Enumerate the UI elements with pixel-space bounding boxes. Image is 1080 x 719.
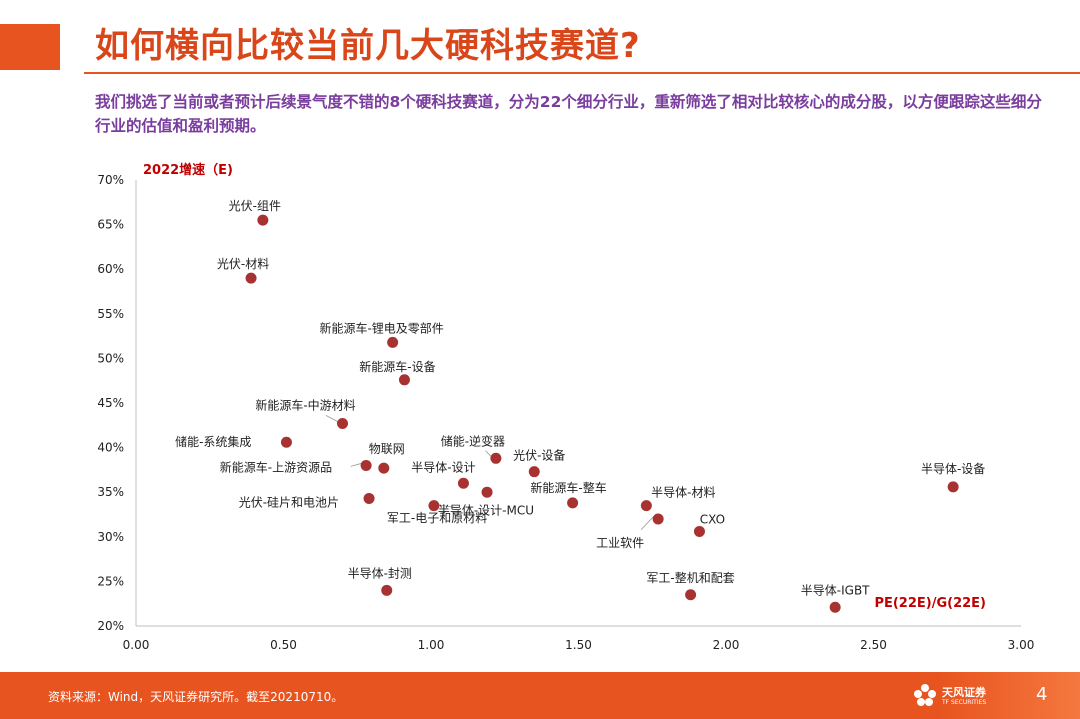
y-tick-label: 70% (97, 173, 124, 187)
y-tick-label: 60% (97, 262, 124, 276)
data-point-label: 新能源车-整车 (530, 480, 606, 495)
y-tick-label: 45% (97, 396, 124, 410)
label-leader-line (640, 516, 654, 531)
data-point (947, 481, 959, 493)
data-point (652, 513, 664, 525)
data-point (490, 452, 502, 464)
label-leader-line (350, 463, 362, 467)
x-tick-label: 3.00 (1008, 638, 1035, 652)
data-point-label: CXO (700, 512, 725, 526)
data-point-label: 光伏-材料 (217, 257, 269, 271)
y-tick-label: 50% (97, 351, 124, 365)
data-point (363, 492, 375, 504)
data-point-label: 军工-整机和配套 (646, 570, 734, 585)
scatter-chart: 20% 25% 30% 35% 40% 45% 50% 55% 60% 65% 70% 0.00 0.5… (97, 162, 1035, 652)
page-number: 4 (1036, 684, 1048, 705)
title-bar: 如何横向比较当前几大硬科技赛道? (0, 0, 1080, 80)
x-tick-label: 1.50 (565, 638, 592, 652)
source-note: 资料来源：Wind，天风证券研究所。截至20210710。 (48, 690, 344, 704)
data-point (567, 497, 579, 509)
data-point (528, 466, 540, 478)
logo-text: 天风证券 (942, 686, 986, 699)
data-point-label: 新能源车-锂电及零部件 (319, 320, 443, 335)
data-point (685, 589, 697, 601)
y-tick-label: 40% (97, 441, 124, 455)
data-point-label: 工业软件 (596, 536, 644, 550)
data-point (829, 601, 841, 613)
data-point-label: 半导体-IGBT (801, 583, 870, 597)
data-point (481, 486, 493, 498)
data-point-label: 光伏-设备 (513, 449, 565, 463)
data-point (428, 500, 440, 512)
data-point (640, 500, 652, 512)
data-point-label: 军工-电子和原材料 (387, 511, 487, 525)
x-axis-title: PE(22E)/G(22E) (874, 596, 986, 611)
page-subtitle: 我们挑选了当前或者预计后续景气度不错的8个硬科技赛道，分为22个细分行业，重新筛… (95, 93, 1042, 135)
x-tick-label: 0.50 (270, 638, 297, 652)
data-point (337, 418, 348, 430)
data-point-label: 储能-逆变器 (441, 433, 505, 448)
y-tick-label: 25% (97, 574, 124, 588)
data-point (387, 336, 399, 348)
page-title: 如何横向比较当前几大硬科技赛道? (95, 26, 641, 66)
footer: 资料来源：Wind，天风证券研究所。截至20210710。 天风证券 TF SE… (0, 672, 1080, 719)
x-tick-label: 2.50 (860, 638, 887, 652)
y-tick-label: 20% (97, 619, 124, 633)
data-point-label: 新能源车-设备 (359, 359, 435, 374)
data-point (245, 272, 257, 284)
data-point-label: 半导体-封测 (348, 566, 412, 580)
data-point (378, 462, 390, 474)
data-point-label: 新能源车-中游材料 (255, 398, 355, 413)
flower-logo-icon (914, 684, 936, 706)
label-leader-line (485, 450, 492, 457)
title-underline (84, 72, 1080, 74)
data-point (280, 436, 292, 448)
data-point (398, 374, 410, 386)
x-tick-label: 1.00 (418, 638, 445, 652)
company-logo: 天风证券 TF SECURITIES (912, 680, 1022, 712)
logo-subtext: TF SECURITIES (942, 699, 987, 706)
data-point-label: 半导体-设备 (921, 462, 985, 476)
data-point-label: 物联网 (369, 442, 405, 456)
y-tick-label: 65% (97, 218, 124, 232)
data-point (381, 584, 393, 596)
y-axis-title: 2022增速（E) (143, 162, 233, 178)
data-point (360, 459, 372, 471)
x-tick-label: 2.00 (713, 638, 740, 652)
footer-gradient (940, 672, 1080, 719)
title-accent-bar (0, 24, 60, 70)
data-point (257, 214, 269, 226)
y-tick-label: 35% (97, 485, 124, 499)
label-leader-line (325, 415, 338, 422)
y-tick-label: 30% (97, 530, 124, 544)
x-tick-label: 0.00 (123, 638, 150, 652)
data-point (457, 477, 469, 489)
data-point-label: 光伏-组件 (229, 199, 281, 213)
data-point-label: 半导体-设计-MCU (438, 504, 534, 518)
y-tick-label: 55% (97, 307, 124, 321)
data-point-label: 光伏-硅片和电池片 (239, 495, 339, 509)
data-point-label: 储能-系统集成 (175, 434, 251, 449)
data-point-label: 半导体-材料 (651, 486, 715, 500)
data-point-label: 新能源车-上游资源品 (220, 459, 332, 474)
data-point-label: 半导体-设计 (411, 460, 475, 474)
data-point (693, 525, 705, 537)
